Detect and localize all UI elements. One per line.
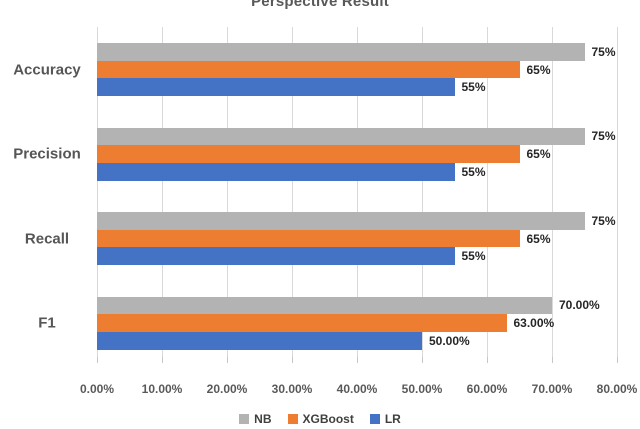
legend-label: LR xyxy=(384,412,401,426)
x-axis-label: 30.00% xyxy=(271,382,313,396)
gridline xyxy=(487,27,488,357)
bar-nb-precision xyxy=(97,127,585,146)
legend-swatch-icon xyxy=(369,414,380,424)
x-axis-label: 10.00% xyxy=(141,382,183,396)
x-axis-label: 20.00% xyxy=(206,382,248,396)
data-label: 63.00% xyxy=(513,316,555,331)
legend-item-nb: NB xyxy=(239,412,272,426)
legend-item-xgboost: XGBoost xyxy=(287,412,354,426)
data-label: 65% xyxy=(526,231,551,246)
chart-title: Perspective Result xyxy=(251,0,389,10)
bar-lr-accuracy xyxy=(97,78,455,97)
x-axis-label: 40.00% xyxy=(336,382,378,396)
gridline xyxy=(227,27,228,357)
gridline xyxy=(292,27,293,357)
x-axis-label: 0.00% xyxy=(79,382,115,396)
bar-nb-accuracy xyxy=(97,43,585,61)
x-axis-label: 70.00% xyxy=(531,382,573,396)
bar-lr-f1 xyxy=(97,331,422,350)
axis-tick xyxy=(357,357,358,363)
axis-tick xyxy=(97,357,98,363)
data-label: 55% xyxy=(461,249,486,264)
axis-tick xyxy=(552,357,553,363)
legend: NB XGBoost LR xyxy=(0,412,640,426)
data-label: 65% xyxy=(526,147,551,162)
gridline xyxy=(97,27,98,357)
gridline xyxy=(422,27,423,357)
axis-tick xyxy=(487,357,488,363)
bar-lr-precision xyxy=(97,162,455,181)
data-label: 50.00% xyxy=(429,333,470,348)
bar-nb-recall xyxy=(97,212,585,230)
data-label: 55% xyxy=(461,80,486,95)
data-label: 75% xyxy=(591,129,616,144)
x-axis-label: 50.00% xyxy=(401,382,443,396)
category-label: F1 xyxy=(38,314,56,332)
gridline xyxy=(162,27,163,357)
legend-label: XGBoost xyxy=(302,412,354,426)
bar-xgboost-f1 xyxy=(97,314,507,332)
data-label: 65% xyxy=(526,62,551,77)
gridline xyxy=(552,27,553,357)
data-label: 75% xyxy=(591,44,616,59)
legend-label: NB xyxy=(254,412,272,426)
legend-swatch-icon xyxy=(287,414,298,424)
data-label: 70.00% xyxy=(559,298,600,313)
x-axis-label: 60.00% xyxy=(466,382,508,396)
gridline xyxy=(357,27,358,357)
bar-nb-f1 xyxy=(97,296,552,315)
x-axis-label: 80.00% xyxy=(596,382,638,396)
legend-swatch-icon xyxy=(239,414,250,424)
axis-tick xyxy=(422,357,423,363)
data-label: 55% xyxy=(461,164,486,179)
bar-xgboost-precision xyxy=(97,145,520,163)
bar-xgboost-recall xyxy=(97,229,520,248)
axis-tick xyxy=(227,357,228,363)
legend-item-lr: LR xyxy=(369,412,401,426)
axis-tick xyxy=(617,357,618,363)
bar-xgboost-accuracy xyxy=(97,60,520,79)
category-label: Recall xyxy=(24,230,70,248)
gridline xyxy=(617,27,618,357)
data-label: 75% xyxy=(591,213,616,228)
bar-lr-recall xyxy=(97,247,455,266)
axis-tick xyxy=(162,357,163,363)
category-label: Accuracy xyxy=(13,61,81,79)
axis-tick xyxy=(292,357,293,363)
category-label: Precision xyxy=(13,145,81,163)
